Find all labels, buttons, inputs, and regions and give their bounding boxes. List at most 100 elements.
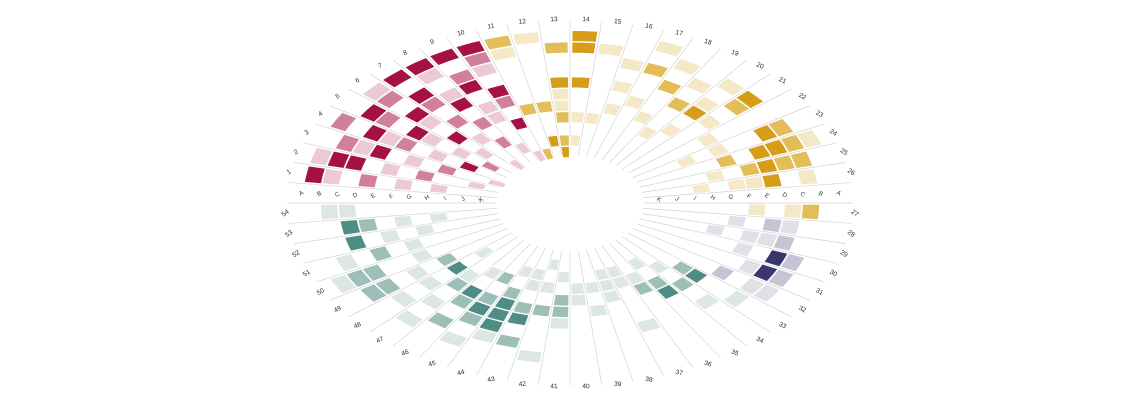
heatmap-cell[interactable] xyxy=(675,154,698,169)
heatmap-cell[interactable] xyxy=(554,111,570,124)
heatmap-cell[interactable] xyxy=(488,45,518,62)
heatmap-cell[interactable] xyxy=(696,113,723,132)
heatmap-cell[interactable] xyxy=(480,160,502,173)
heatmap-cell[interactable] xyxy=(339,219,362,236)
heatmap-cell[interactable] xyxy=(470,115,495,132)
heatmap-cell[interactable] xyxy=(715,77,746,97)
heatmap-cell[interactable] xyxy=(690,182,712,194)
heatmap-cell[interactable] xyxy=(665,96,692,114)
heatmap-cell[interactable] xyxy=(326,150,351,169)
heatmap-cell[interactable] xyxy=(377,130,404,148)
heatmap-cell[interactable] xyxy=(334,133,361,153)
heatmap-cell[interactable] xyxy=(558,134,570,147)
heatmap-cell[interactable] xyxy=(494,333,522,349)
heatmap-cell[interactable] xyxy=(761,172,783,189)
heatmap-cell[interactable] xyxy=(444,113,470,130)
heatmap-cell[interactable] xyxy=(448,96,475,114)
heatmap-cell[interactable] xyxy=(374,110,403,130)
heatmap-cell[interactable] xyxy=(438,329,469,349)
heatmap-cell[interactable] xyxy=(406,86,436,106)
heatmap-cell[interactable] xyxy=(447,68,477,86)
heatmap-cell[interactable] xyxy=(389,289,419,309)
heatmap-cell[interactable] xyxy=(394,309,425,329)
heatmap-cell[interactable] xyxy=(751,123,779,143)
heatmap-cell[interactable] xyxy=(681,104,709,122)
heatmap-cell[interactable] xyxy=(358,283,389,303)
heatmap-cell[interactable] xyxy=(469,131,493,147)
heatmap-cell[interactable] xyxy=(761,217,783,234)
heatmap-cell[interactable] xyxy=(485,110,508,126)
heatmap-cell[interactable] xyxy=(746,143,772,161)
heatmap-cell[interactable] xyxy=(618,57,646,73)
heatmap-cell[interactable] xyxy=(403,105,431,124)
heatmap-cell[interactable] xyxy=(543,41,569,55)
heatmap-cell[interactable] xyxy=(448,292,475,310)
heatmap-cell[interactable] xyxy=(704,223,726,237)
heatmap-cell[interactable] xyxy=(436,163,459,177)
heatmap-cell[interactable] xyxy=(632,280,655,296)
heatmap-cell[interactable] xyxy=(778,219,801,236)
heatmap-cell[interactable] xyxy=(755,231,779,249)
heatmap-cell[interactable] xyxy=(523,278,543,293)
heatmap-cell[interactable] xyxy=(414,169,436,183)
heatmap-cell[interactable] xyxy=(515,348,543,364)
heatmap-cell[interactable] xyxy=(319,203,340,221)
heatmap-cell[interactable] xyxy=(513,141,532,156)
heatmap-cell[interactable] xyxy=(556,270,570,284)
heatmap-cell[interactable] xyxy=(800,203,821,221)
heatmap-cell[interactable] xyxy=(570,76,591,90)
heatmap-cell[interactable] xyxy=(796,167,819,186)
heatmap-cell[interactable] xyxy=(570,293,588,307)
heatmap-cell[interactable] xyxy=(329,273,358,295)
heatmap-cell[interactable] xyxy=(736,258,763,276)
heatmap-cell[interactable] xyxy=(470,327,499,345)
heatmap-cell[interactable] xyxy=(486,178,508,189)
heatmap-cell[interactable] xyxy=(593,267,611,282)
heatmap-cell[interactable] xyxy=(763,138,789,157)
heatmap-cell[interactable] xyxy=(529,267,547,282)
heatmap-cell[interactable] xyxy=(570,134,582,147)
heatmap-cell[interactable] xyxy=(766,117,795,138)
heatmap-cell[interactable] xyxy=(632,110,655,126)
heatmap-cell[interactable] xyxy=(653,39,685,58)
heatmap-cell[interactable] xyxy=(485,306,511,323)
heatmap-cell[interactable] xyxy=(641,61,670,79)
heatmap-cell[interactable] xyxy=(584,280,602,295)
heatmap-cell[interactable] xyxy=(466,180,487,191)
heatmap-cell[interactable] xyxy=(493,94,517,110)
heatmap-cell[interactable] xyxy=(361,123,389,143)
heatmap-cell[interactable] xyxy=(379,161,402,177)
heatmap-cell[interactable] xyxy=(343,154,368,172)
heatmap-cell[interactable] xyxy=(481,265,504,281)
heatmap-cell[interactable] xyxy=(541,147,555,161)
heatmap-cell[interactable] xyxy=(357,217,379,234)
heatmap-cell[interactable] xyxy=(571,41,597,55)
heatmap-cell[interactable] xyxy=(361,81,393,102)
heatmap-cell[interactable] xyxy=(501,285,523,301)
heatmap-cell[interactable] xyxy=(549,316,570,330)
heatmap-cell[interactable] xyxy=(414,223,436,237)
heatmap-cell[interactable] xyxy=(361,263,389,283)
heatmap-cell[interactable] xyxy=(635,317,662,334)
heatmap-cell[interactable] xyxy=(721,289,751,309)
heatmap-cell[interactable] xyxy=(434,251,459,268)
heatmap-cell[interactable] xyxy=(368,245,394,263)
heatmap-cell[interactable] xyxy=(337,203,358,220)
heatmap-cell[interactable] xyxy=(570,282,586,295)
heatmap-cell[interactable] xyxy=(473,245,496,260)
heatmap-cell[interactable] xyxy=(462,50,493,68)
heatmap-cell[interactable] xyxy=(308,146,334,167)
heatmap-cell[interactable] xyxy=(588,303,609,318)
heatmap-cell[interactable] xyxy=(403,57,436,77)
heatmap-cell[interactable] xyxy=(478,317,505,334)
heatmap-cell[interactable] xyxy=(409,248,435,264)
heatmap-cell[interactable] xyxy=(343,234,368,252)
heatmap-cell[interactable] xyxy=(457,78,485,96)
heatmap-cell[interactable] xyxy=(402,237,426,253)
heatmap-cell[interactable] xyxy=(508,116,529,131)
heatmap-cell[interactable] xyxy=(475,290,501,307)
heatmap-cell[interactable] xyxy=(455,39,487,58)
heatmap-cell[interactable] xyxy=(428,182,450,194)
heatmap-cell[interactable] xyxy=(512,300,534,316)
heatmap-cell[interactable] xyxy=(321,167,344,186)
